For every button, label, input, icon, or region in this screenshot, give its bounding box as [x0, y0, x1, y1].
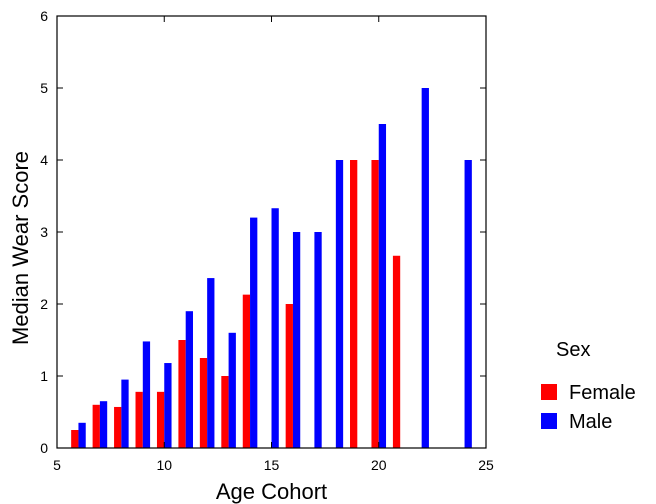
legend-swatch-female	[541, 384, 557, 400]
bar-male-7	[99, 401, 108, 448]
bar-female-8	[114, 406, 122, 448]
bar-male-18	[335, 160, 344, 448]
bar-female-13	[221, 376, 229, 448]
legend-label-male: Male	[569, 411, 612, 433]
y-axis-title: Median Wear Score	[8, 151, 33, 345]
bar-male-20	[378, 124, 387, 448]
bar-male-9	[142, 341, 151, 448]
bar-female-7	[92, 404, 100, 448]
bar-female-21	[392, 255, 401, 448]
bar-female-14	[242, 294, 251, 448]
bar-male-14	[250, 217, 258, 448]
x-tick-label-15: 15	[264, 457, 280, 473]
bar-female-20	[371, 160, 379, 448]
axis-ticks	[56, 15, 487, 449]
y-tick-label-6: 6	[40, 8, 48, 24]
bars-group	[71, 88, 472, 448]
axis-tick-labels: 5 10 15 20 25 0 1 2 3 4 5 6	[40, 8, 494, 473]
bar-female-19	[350, 160, 358, 448]
bar-male-15	[271, 208, 279, 448]
bar-male-17	[314, 232, 322, 448]
legend-swatch-male	[541, 413, 557, 429]
bar-female-9	[135, 391, 143, 448]
y-tick-label-2: 2	[40, 296, 48, 312]
bar-male-24	[464, 160, 472, 448]
bar-male-12	[207, 278, 215, 448]
x-axis-title: Age Cohort	[216, 479, 327, 504]
bar-female-6	[71, 430, 79, 448]
bar-male-6	[78, 422, 86, 448]
legend-label-female: Female	[569, 382, 636, 404]
bar-female-16	[285, 304, 293, 448]
y-tick-label-1: 1	[40, 368, 48, 384]
bar-male-11	[185, 311, 193, 448]
y-tick-label-4: 4	[40, 152, 48, 168]
bar-male-13	[228, 332, 236, 448]
legend-title: Sex	[556, 339, 590, 361]
y-tick-label-5: 5	[40, 80, 48, 96]
x-tick-label-10: 10	[156, 457, 172, 473]
bar-male-22	[421, 88, 429, 448]
x-tick-label-20: 20	[371, 457, 387, 473]
bar-male-10	[164, 363, 172, 448]
bar-female-10	[156, 391, 165, 448]
bar-male-16	[292, 232, 301, 448]
y-tick-label-3: 3	[40, 224, 48, 240]
y-tick-label-0: 0	[40, 440, 48, 456]
bar-male-8	[121, 379, 129, 448]
legend: Sex Female Male	[541, 339, 636, 433]
x-tick-label-5: 5	[53, 457, 61, 473]
bar-female-12	[199, 358, 208, 448]
bar-female-11	[178, 340, 186, 448]
x-tick-label-25: 25	[478, 457, 494, 473]
